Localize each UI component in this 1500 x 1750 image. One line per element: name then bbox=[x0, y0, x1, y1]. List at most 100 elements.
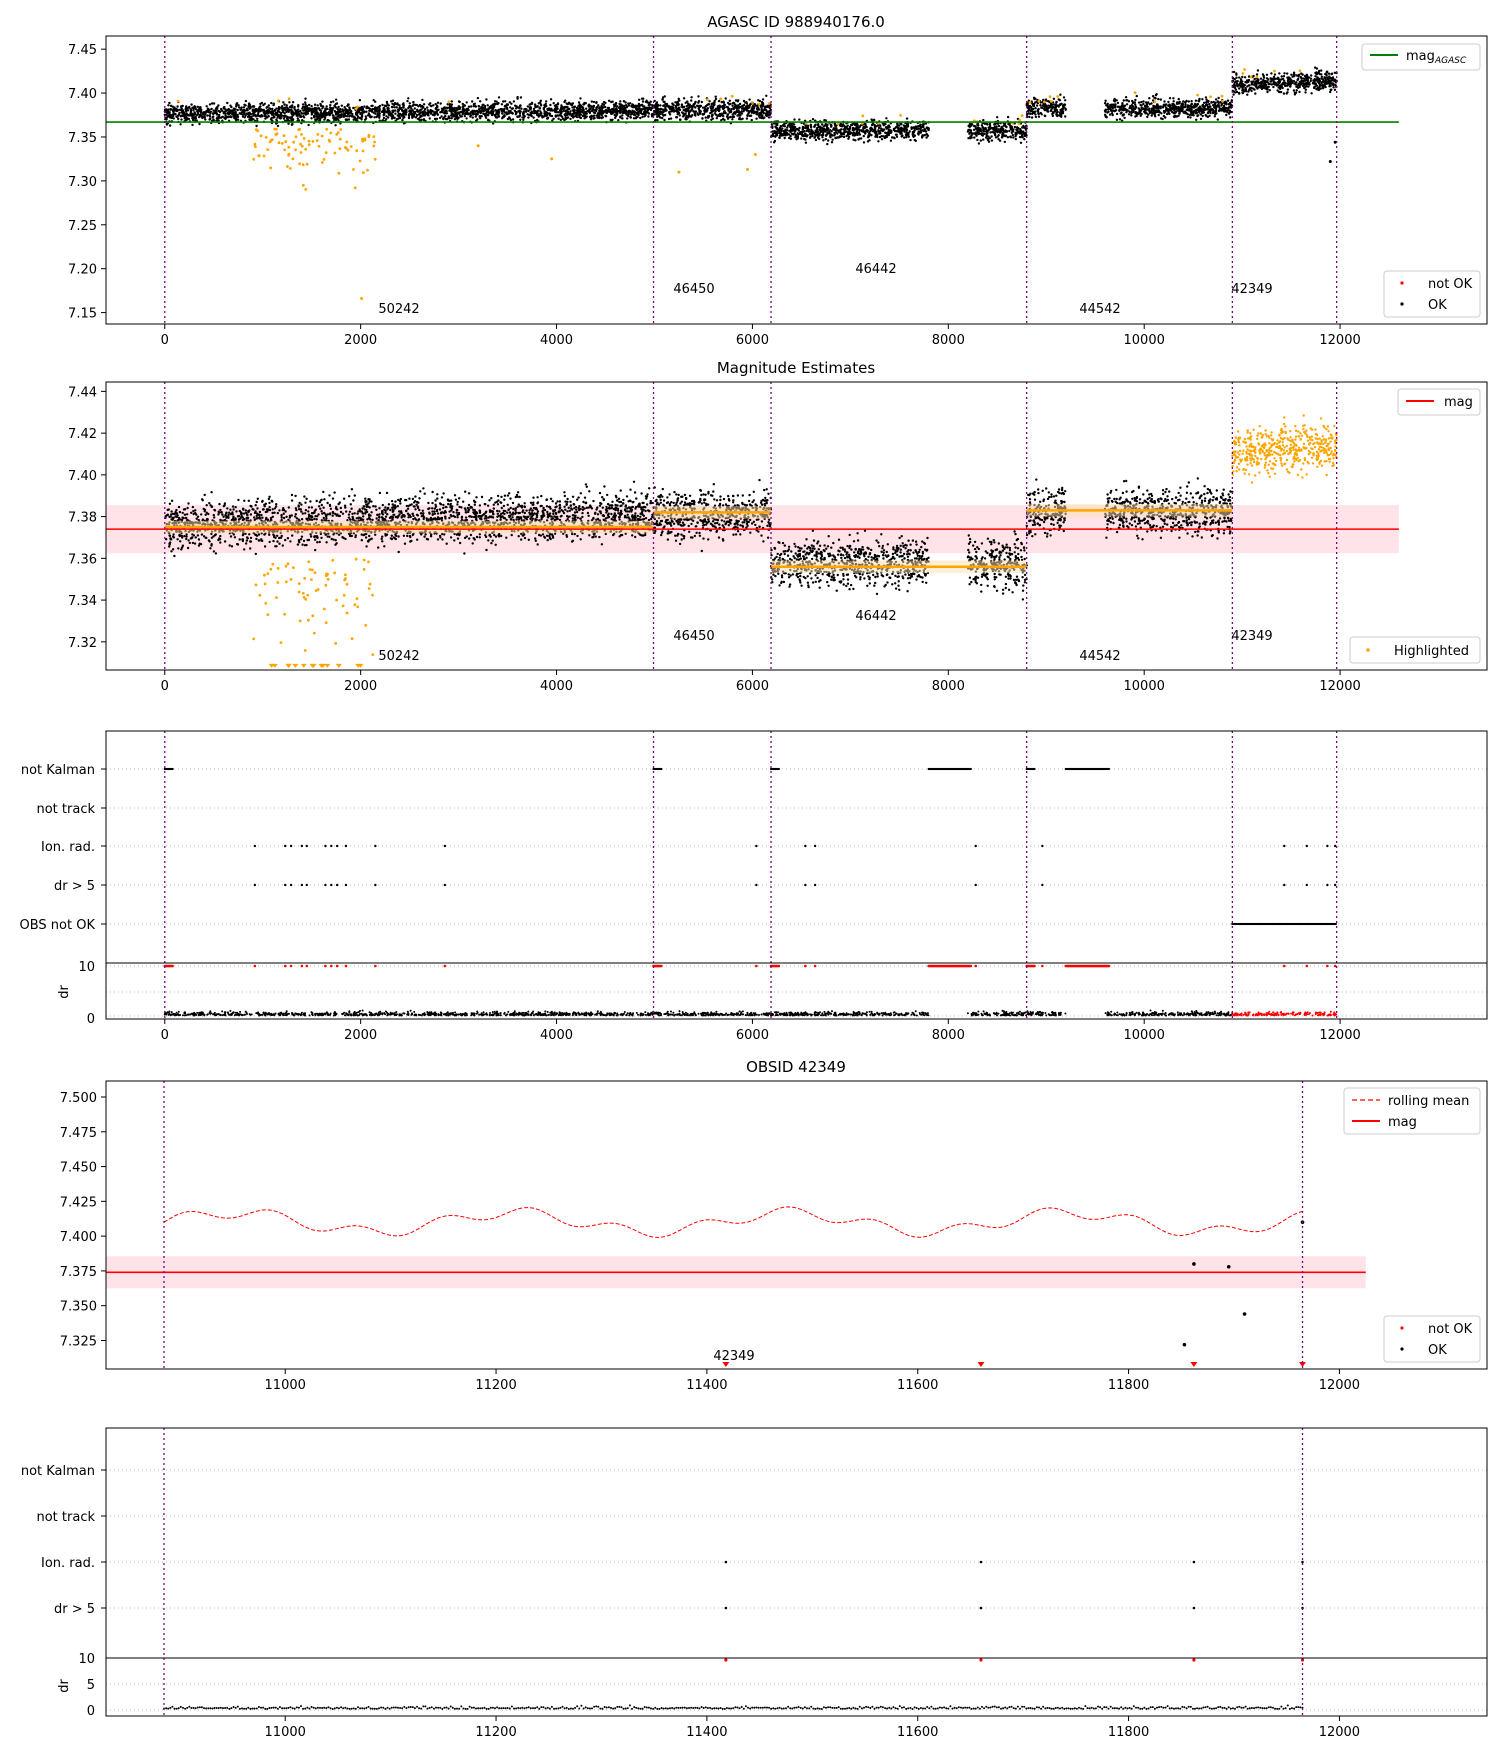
ok-point bbox=[585, 112, 588, 115]
ok-point bbox=[1134, 98, 1137, 102]
ok-point bbox=[204, 111, 207, 114]
ok-point bbox=[919, 128, 922, 131]
ok-point bbox=[553, 108, 556, 111]
ok-point bbox=[224, 108, 227, 111]
ok-point bbox=[638, 98, 641, 102]
ok-point bbox=[752, 104, 755, 107]
ok-point bbox=[600, 104, 603, 108]
ok-point bbox=[845, 130, 848, 133]
ok-point bbox=[554, 115, 558, 118]
ok-point bbox=[257, 107, 260, 111]
ok-point bbox=[371, 104, 374, 108]
ok-point bbox=[343, 113, 347, 117]
ok-point bbox=[1252, 87, 1255, 90]
ok-point bbox=[592, 100, 596, 104]
ok-point bbox=[836, 129, 839, 132]
ok-point bbox=[494, 114, 497, 118]
ok-point bbox=[831, 134, 834, 137]
ok-point bbox=[789, 137, 793, 140]
ok-point bbox=[1205, 98, 1208, 101]
ok-point bbox=[1211, 111, 1215, 115]
ok-point bbox=[1009, 136, 1013, 139]
ok-point bbox=[619, 100, 622, 103]
ok-point bbox=[1064, 108, 1067, 112]
ok-point bbox=[1304, 91, 1307, 94]
ok-point bbox=[196, 113, 199, 116]
ok-point bbox=[1196, 114, 1199, 118]
ok-point bbox=[968, 125, 972, 128]
ok-point bbox=[1103, 102, 1107, 105]
ok-point bbox=[1039, 104, 1042, 107]
ok-point bbox=[647, 115, 650, 118]
ok-point bbox=[518, 114, 522, 117]
highlight-point bbox=[1043, 100, 1046, 104]
ok-point bbox=[247, 102, 251, 105]
ok-point bbox=[729, 115, 732, 119]
ok-point bbox=[516, 95, 519, 99]
ok-point bbox=[372, 99, 375, 102]
ok-point bbox=[1218, 105, 1221, 108]
ok-point bbox=[506, 108, 509, 111]
ok-point bbox=[352, 106, 355, 110]
ok-point bbox=[1201, 104, 1204, 108]
ok-point bbox=[685, 105, 688, 108]
ok-point bbox=[479, 100, 482, 103]
ok-point bbox=[853, 122, 857, 126]
ok-point bbox=[1298, 90, 1301, 94]
ok-point bbox=[817, 125, 820, 129]
ok-point bbox=[287, 122, 290, 125]
ok-point bbox=[809, 123, 812, 127]
ok-point bbox=[373, 107, 377, 110]
ok-point bbox=[665, 109, 668, 112]
ok-point bbox=[539, 112, 542, 116]
ok-point bbox=[485, 108, 488, 111]
ok-point bbox=[878, 135, 882, 139]
ok-point bbox=[476, 111, 479, 115]
ok-point bbox=[1008, 129, 1011, 133]
ok-point bbox=[1125, 99, 1128, 102]
ok-point bbox=[419, 111, 422, 114]
ok-point bbox=[301, 103, 305, 106]
ok-point bbox=[821, 136, 824, 139]
ok-point bbox=[412, 103, 415, 106]
ok-point bbox=[436, 101, 440, 105]
ok-point bbox=[1310, 74, 1313, 77]
ok-point bbox=[335, 113, 338, 116]
ok-point bbox=[992, 128, 996, 132]
ok-point bbox=[317, 113, 321, 116]
ok-point bbox=[994, 134, 997, 137]
ok-point bbox=[310, 113, 313, 116]
ok-point bbox=[862, 134, 865, 138]
ok-point bbox=[1174, 115, 1177, 118]
ok-point bbox=[347, 118, 351, 121]
ok-point bbox=[267, 109, 270, 113]
ok-point bbox=[467, 113, 470, 116]
ok-point bbox=[774, 125, 777, 128]
ok-point bbox=[1153, 113, 1157, 116]
ok-point bbox=[882, 135, 885, 138]
ok-point bbox=[519, 104, 522, 107]
ok-point bbox=[413, 112, 417, 115]
ok-point bbox=[576, 107, 579, 110]
ok-point bbox=[288, 101, 291, 104]
ok-point bbox=[988, 123, 992, 126]
ok-point bbox=[571, 116, 575, 119]
ok-point bbox=[548, 107, 551, 111]
ok-point bbox=[456, 115, 459, 118]
ok-point bbox=[593, 111, 597, 115]
ok-point bbox=[1332, 86, 1335, 89]
ok-point bbox=[296, 114, 299, 117]
ok-point bbox=[1284, 81, 1287, 85]
ok-point bbox=[378, 106, 381, 110]
ok-point bbox=[364, 115, 367, 118]
ok-point bbox=[316, 115, 319, 119]
ok-point bbox=[1280, 75, 1283, 78]
ok-point bbox=[1002, 124, 1005, 127]
ok-point bbox=[578, 111, 582, 114]
ok-point bbox=[781, 127, 784, 130]
ok-point bbox=[694, 110, 698, 113]
ok-point bbox=[728, 99, 731, 103]
ok-point bbox=[627, 112, 630, 115]
ok-point bbox=[1232, 70, 1236, 74]
ok-point bbox=[418, 103, 422, 107]
